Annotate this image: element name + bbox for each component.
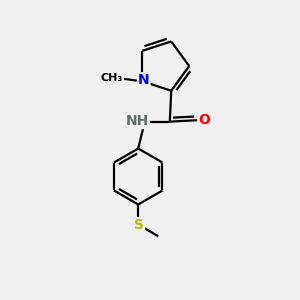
Text: O: O	[198, 113, 210, 127]
Text: CH₃: CH₃	[101, 74, 123, 83]
Text: N: N	[138, 73, 150, 87]
Text: S: S	[134, 218, 144, 232]
Text: NH: NH	[126, 114, 149, 128]
